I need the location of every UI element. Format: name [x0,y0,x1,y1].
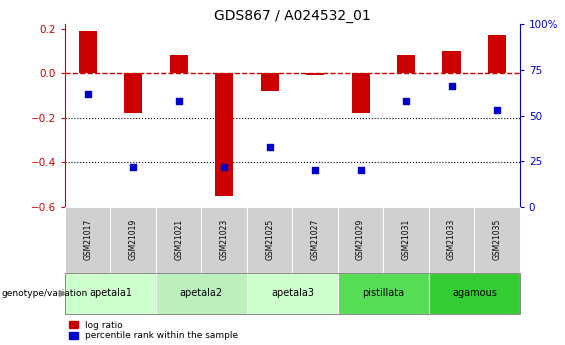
Bar [260,73,279,91]
Text: GSM21025: GSM21025 [265,219,274,260]
Bar [351,73,370,114]
Text: GSM21027: GSM21027 [311,219,320,260]
Text: GSM21029: GSM21029 [356,219,365,260]
Point [174,98,183,104]
Point [129,164,138,169]
Text: GSM21033: GSM21033 [447,219,456,260]
Text: GSM21023: GSM21023 [220,219,229,260]
Text: agamous: agamous [452,288,497,298]
Text: apetala1: apetala1 [89,288,132,298]
Text: apetala3: apetala3 [271,288,314,298]
Bar [124,73,142,114]
Bar [384,207,429,273]
Bar [247,207,293,273]
Point [220,164,229,169]
Text: GSM21019: GSM21019 [129,219,138,260]
Point [356,168,365,173]
Bar [247,273,338,314]
Bar [156,273,247,314]
Bar [111,207,156,273]
Bar [429,207,475,273]
Text: genotype/variation: genotype/variation [1,289,88,298]
Title: GDS867 / A024532_01: GDS867 / A024532_01 [214,9,371,23]
Point [402,98,411,104]
Bar [293,207,338,273]
Bar [79,31,97,73]
Point [447,83,456,89]
Bar [397,55,415,73]
Bar [429,273,520,314]
Bar [65,207,111,273]
Point [83,91,92,96]
Bar [488,35,506,73]
Bar [338,273,429,314]
Bar [306,73,324,76]
Text: apetala2: apetala2 [180,288,223,298]
Point [265,144,274,149]
Text: GSM21031: GSM21031 [402,219,411,260]
Legend: log ratio, percentile rank within the sample: log ratio, percentile rank within the sa… [69,321,238,341]
Bar [65,273,156,314]
Text: pistillata: pistillata [362,288,405,298]
Bar [442,51,460,73]
Point [311,168,320,173]
Text: ▶: ▶ [59,288,67,298]
Text: GSM21021: GSM21021 [174,219,183,260]
Bar [170,55,188,73]
Bar [202,207,247,273]
Bar [475,207,520,273]
Bar [338,207,384,273]
Point [493,107,502,113]
Bar [156,207,202,273]
Text: GSM21017: GSM21017 [83,219,92,260]
Bar [215,73,233,196]
Text: GSM21035: GSM21035 [493,219,502,260]
